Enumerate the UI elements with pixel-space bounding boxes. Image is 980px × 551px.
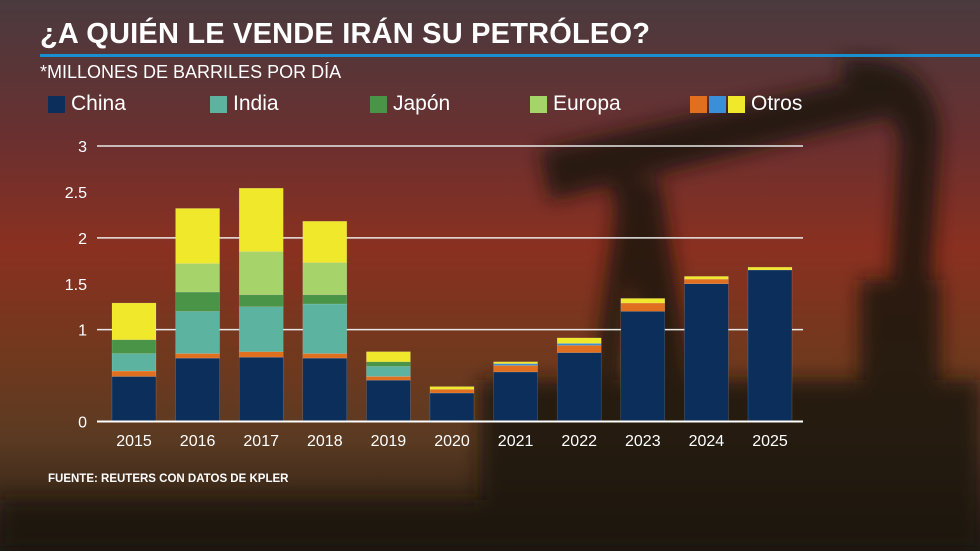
x-tick-label: 2015 [116,433,152,450]
bar-segment-china-2025 [747,269,793,422]
bar-segment-china-2021 [493,371,538,422]
legend-swatch [370,95,387,113]
bar-segment-otros-2022 [556,337,602,344]
bar-segment-otros-2020 [429,386,475,390]
bar-segment-europa-2016 [175,263,220,293]
bar-segment-japón-2015 [111,339,157,354]
x-tick-label: 2019 [371,433,407,450]
y-tick-label: 2.5 [65,185,87,202]
bar-segment-china-2019 [366,379,411,422]
legend-swatch [690,95,707,113]
legend-swatch [210,95,227,113]
bar-segment-china-2024 [684,283,729,422]
x-tick-label: 2017 [243,433,279,450]
bar-segment-otros-2017 [238,187,284,252]
bar-segment-otros-2021 [493,363,538,366]
y-tick-label: 3 [78,139,87,156]
bar-segment-japón-2017 [238,294,284,307]
legend-item-japon: Japón [370,92,450,116]
x-tick-label: 2024 [689,433,725,450]
legend-label: Europa [553,92,621,115]
bar-segment-otros-2022 [556,343,602,346]
bar-segment-otros-2023 [620,298,666,304]
bar-segment-india-2017 [238,306,284,352]
bar-segment-otros-2015 [111,302,157,341]
y-tick-label: 1 [78,323,87,340]
bar-segment-otros-2024 [684,278,729,284]
bar-segment-japón-2016 [175,291,220,312]
bar-segment-japón-2019 [366,361,411,367]
x-tick-label: 2023 [625,433,661,450]
bar-segment-otros-2021 [493,365,538,373]
bar-segment-europa-2017 [238,251,284,296]
legend-swatch [728,95,745,113]
bar-segment-otros-2015 [111,370,157,377]
bar-segment-otros-2023 [620,302,666,312]
bar-segment-otros-2016 [175,208,220,264]
x-tick-label: 2018 [307,433,343,450]
legend-item-europa: Europa [530,92,621,116]
bar-segment-china-2018 [302,357,348,422]
legend-swatch [709,95,726,113]
bar-segment-china-2017 [238,356,284,422]
bar-segment-otros-2016 [175,353,220,359]
bar-segment-europa-2018 [302,262,348,296]
title-underline [40,54,980,57]
legend-swatch [48,95,65,113]
chart-title: ¿A QUIÉN LE VENDE IRÁN SU PETRÓLEO? [40,18,651,50]
x-tick-label: 2016 [180,433,216,450]
y-tick-label: 0 [78,415,87,432]
bar-segment-otros-2024 [684,276,729,280]
bar-segment-otros-2019 [366,376,411,381]
legend-item-otros: Otros [690,92,802,116]
chart-subtitle: *MILLONES DE BARRILES POR DÍA [40,62,342,82]
x-tick-label: 2021 [498,433,534,450]
x-tick-label: 2025 [752,433,788,450]
bar-segment-otros-2017 [238,351,284,358]
y-tick-label: 1.5 [65,277,87,294]
bar-segment-otros-2021 [493,361,538,364]
legend-label: China [71,92,126,115]
bar-segment-india-2016 [175,311,220,354]
bar-segment-india-2018 [302,303,348,354]
bar-segment-otros-2019 [366,351,411,363]
bar-segment-china-2022 [556,352,602,422]
x-tick-label: 2020 [434,433,470,450]
x-tick-label: 2022 [561,433,597,450]
bar-segment-otros-2025 [747,266,793,271]
bar-segment-china-2023 [620,311,666,422]
bar-segment-india-2015 [111,353,157,372]
source-note: FUENTE: REUTERS CON DATOS DE KPLER [48,473,289,485]
bar-segment-china-2015 [111,376,157,422]
bar-segment-india-2019 [366,366,411,377]
bar-segment-otros-2022 [556,345,602,353]
bar-segment-otros-2020 [429,389,475,394]
bar-segment-otros-2018 [302,221,348,263]
legend-label: India [233,92,279,115]
bar-segment-china-2016 [175,357,220,422]
legend-label: Japón [393,92,451,115]
y-tick-label: 2 [78,231,87,248]
bar-segment-japón-2018 [302,294,348,305]
legend-item-china: China [48,92,126,116]
bar-segment-otros-2018 [302,353,348,359]
legend-label: Otros [751,92,803,115]
bar-segment-china-2020 [429,392,475,422]
legend-item-india: India [210,92,279,116]
legend-swatch [530,95,547,113]
